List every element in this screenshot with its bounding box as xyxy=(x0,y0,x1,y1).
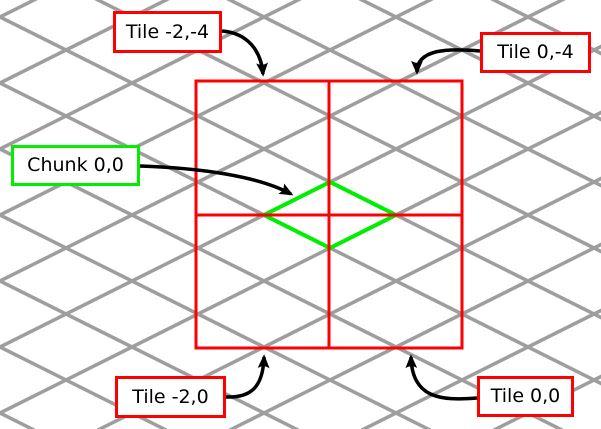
arrow-tile-0-0 xyxy=(405,354,478,401)
tile-0-0-label-text: Tile 0,0 xyxy=(490,385,561,407)
arrow-chunk-0-0 xyxy=(139,164,294,196)
arrow-tile-m2-m4 xyxy=(221,29,268,77)
tile-0-m4-label-text: Tile 0,-4 xyxy=(497,41,574,63)
tile-grid-outline xyxy=(194,79,464,350)
tile-0-0-label: Tile 0,0 xyxy=(477,376,574,417)
tile-m2-m4-label-text: Tile -2,-4 xyxy=(125,20,210,43)
chunk-0-0-label: Chunk 0,0 xyxy=(11,145,140,186)
tile-m2-m4-label: Tile -2,-4 xyxy=(113,11,222,53)
arrow-tile-m2-0 xyxy=(225,354,270,399)
tile-m2-0-label-text: Tile -2,0 xyxy=(132,385,209,408)
tile-0-m4-label: Tile 0,-4 xyxy=(480,32,591,73)
callout-arrows xyxy=(139,29,481,401)
arrow-tile-0-m4 xyxy=(411,48,481,75)
tile-m2-0-label: Tile -2,0 xyxy=(115,376,226,418)
chunk-0-0-label-text: Chunk 0,0 xyxy=(27,154,124,176)
